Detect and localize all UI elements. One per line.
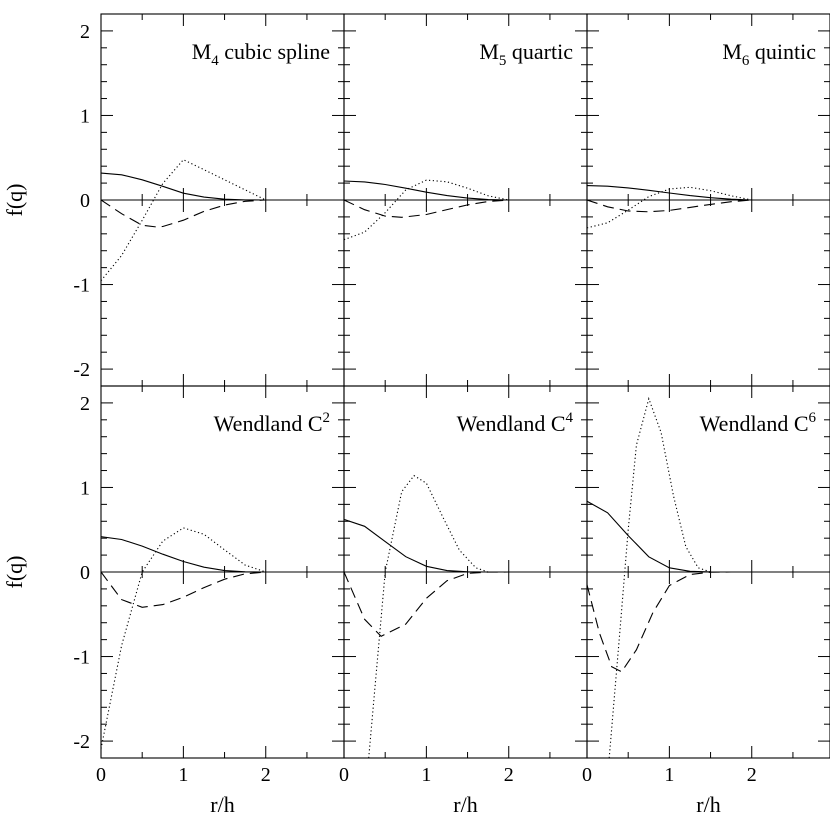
panel-5: Wendland C4	[343, 385, 588, 759]
panel-title: M5 quartic	[479, 39, 573, 69]
series-dashed-line	[344, 199, 509, 218]
panel-4: Wendland C2	[100, 385, 345, 759]
panel-title: M4 cubic spline	[192, 39, 330, 69]
y-tick-label: -2	[73, 359, 90, 381]
y-tick-label: -1	[73, 275, 90, 297]
series-solid-line	[101, 172, 266, 201]
series-dashed-line	[587, 199, 752, 213]
y-tick-label: 0	[80, 562, 90, 584]
x-tick-label: 0	[582, 764, 592, 786]
y-tick-label: 2	[80, 21, 90, 43]
series-dashed-line	[344, 571, 509, 637]
panel-title: Wendland C6	[700, 410, 817, 436]
series-dotted-line	[368, 474, 489, 758]
x-tick-label: 1	[178, 764, 188, 786]
x-tick-label: 2	[504, 764, 514, 786]
y-tick-label: 0	[80, 190, 90, 212]
panel-title: M6 quintic	[722, 39, 816, 69]
x-axis-label: r/h	[210, 792, 234, 817]
panel-3: M6 quintic	[586, 13, 830, 387]
panel-6: Wendland C6	[586, 385, 830, 759]
y-axis-label: f(q)	[2, 556, 27, 589]
x-axis-label: r/h	[453, 792, 477, 817]
series-solid-line	[344, 180, 509, 201]
panel-title: Wendland C4	[457, 410, 574, 436]
x-tick-label: 2	[261, 764, 271, 786]
y-axis-label: f(q)	[2, 184, 27, 217]
series-dotted-line	[587, 186, 752, 229]
series-dashed-line	[587, 571, 732, 673]
y-tick-label: 1	[80, 477, 90, 499]
panel-title: Wendland C2	[214, 410, 330, 436]
series-solid-line	[587, 500, 752, 573]
x-axis-label: r/h	[696, 792, 720, 817]
series-dotted-line	[608, 396, 711, 758]
x-tick-label: 1	[664, 764, 674, 786]
series-solid-line	[101, 536, 266, 573]
panel-1: M4 cubic spline	[100, 13, 345, 387]
y-tick-label: 2	[80, 393, 90, 415]
series-dashed-line	[101, 571, 266, 608]
y-tick-label: 1	[80, 105, 90, 127]
series-dotted-line	[344, 179, 509, 241]
y-tick-label: -1	[73, 647, 90, 669]
panel-2: M5 quartic	[343, 13, 588, 387]
series-dashed-line	[101, 199, 266, 228]
series-solid-line	[587, 185, 752, 201]
series-solid-line	[344, 518, 509, 573]
x-tick-label: 0	[339, 764, 349, 786]
x-tick-label: 0	[96, 764, 106, 786]
x-tick-label: 2	[747, 764, 757, 786]
x-tick-label: 1	[421, 764, 431, 786]
y-tick-label: -2	[73, 731, 90, 753]
series-dotted-line	[101, 159, 266, 282]
